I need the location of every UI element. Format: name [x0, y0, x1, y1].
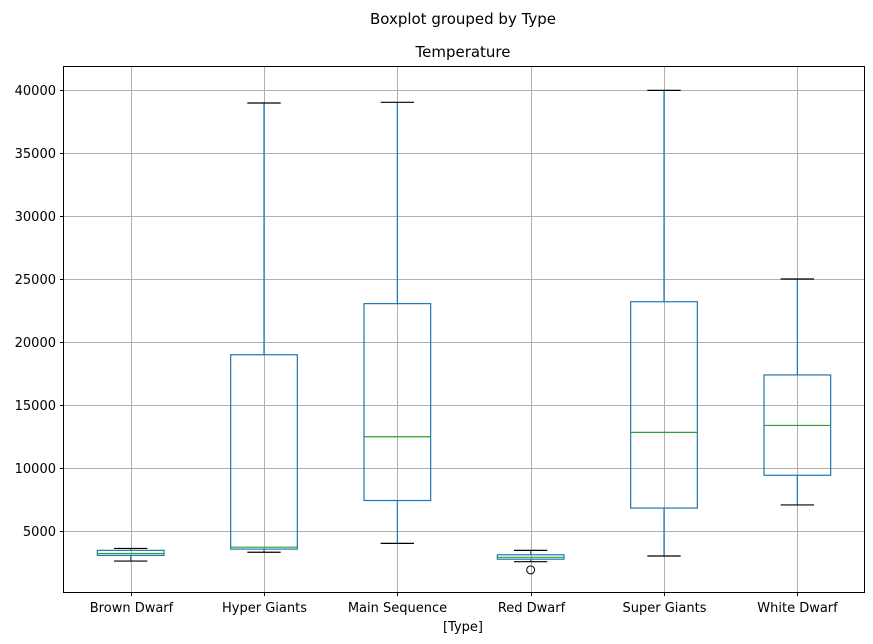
x-tick-label: Red Dwarf: [498, 601, 566, 616]
ticks: 5000 10000 15000 20000 25000 30000 35000 40000 B…: [15, 84, 839, 616]
y-tick-label: 25000: [15, 273, 56, 288]
box-group: [230, 102, 298, 553]
box-group: [763, 278, 832, 506]
chart-suptitle: Boxplot grouped by Type: [370, 10, 556, 28]
box-group: [363, 101, 432, 545]
x-tick-label: Brown Dwarf: [90, 601, 174, 616]
box-iqr: [630, 301, 698, 509]
box-iqr: [96, 549, 165, 557]
plot-frame: [63, 66, 865, 593]
boxes: [96, 89, 832, 575]
y-tick-label: 15000: [15, 399, 56, 414]
x-axis-label: [Type]: [443, 620, 483, 635]
y-tick-label: 40000: [15, 84, 56, 99]
y-tick-label: 20000: [15, 336, 56, 351]
y-tick-label: 35000: [15, 147, 56, 162]
box-group: [496, 549, 565, 575]
box-group: [96, 547, 165, 562]
x-tick-label: Main Sequence: [348, 601, 447, 616]
x-tick-label: Hyper Giants: [222, 601, 307, 616]
y-tick-label: 10000: [15, 462, 56, 477]
x-tick-label: Super Giants: [623, 601, 707, 616]
box-iqr: [230, 354, 298, 550]
box-group: [630, 89, 698, 557]
chart-title: Temperature: [414, 43, 510, 61]
y-tick-label: 30000: [15, 210, 56, 225]
grid: [64, 67, 864, 592]
x-tick-label: White Dwarf: [757, 601, 838, 616]
box-iqr: [363, 303, 432, 502]
y-tick-label: 5000: [23, 525, 56, 540]
outlier-point: [526, 565, 536, 575]
